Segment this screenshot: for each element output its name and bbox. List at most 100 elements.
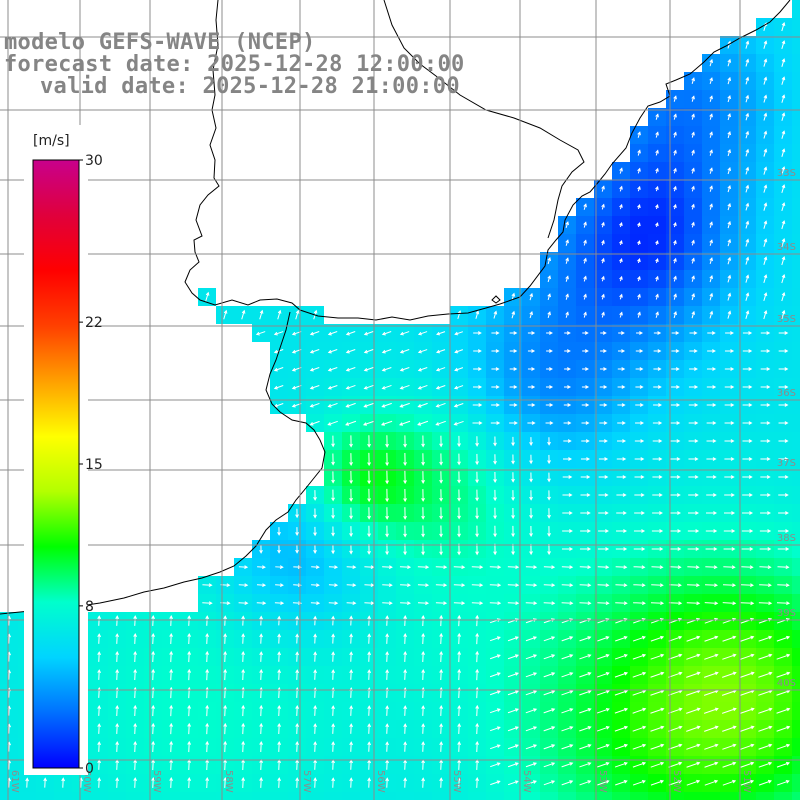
field-cell [792,756,800,774]
wind-arrow [399,367,410,372]
field-cell [468,792,486,800]
wind-arrow [614,671,629,678]
wind-arrow [741,529,754,533]
wind-arrow [475,614,480,627]
wind-arrow [187,615,191,626]
wind-arrow [670,511,681,515]
wind-arrow [742,475,753,479]
wind-arrow [205,704,210,717]
wind-arrow [527,403,536,407]
wind-arrow [673,167,677,174]
field-cell [792,738,800,756]
wind-arrow [435,367,446,372]
wind-arrow [601,185,605,192]
wind-arrow [205,722,210,735]
wind-arrow [525,726,538,732]
grid-labels: 61W 60W 59W 58W 57W 56W 55W 54W 53W 52W 51W 33S 34S 3… [9,168,796,793]
wind-arrow [489,726,501,732]
wind-arrow [579,601,592,606]
wind-arrow [293,565,302,569]
wind-arrow [277,633,281,644]
colorbar-unit: [m/s] [33,133,70,149]
wind-arrow [653,403,662,407]
field-cell [414,792,432,800]
wind-arrow [133,704,138,717]
wind-arrow [543,690,556,696]
wind-arrow [777,529,790,533]
wind-arrow [363,349,374,354]
wind-arrow [313,508,317,519]
wind-arrow [363,367,374,372]
wind-arrow [547,508,551,519]
wind-arrow [295,669,299,680]
wind-arrow [758,635,773,642]
wind-arrow [565,275,569,282]
field-cell [216,792,234,800]
wind-arrow [601,275,605,282]
wind-arrow [581,421,590,425]
field-cell [792,576,800,594]
wind-arrow [596,671,610,678]
wind-arrow [546,367,553,371]
wind-arrow [421,632,426,645]
wind-arrow [435,349,446,354]
field-cell [738,792,756,800]
wind-arrow [724,403,735,407]
field-cell [324,792,342,800]
wind-arrow [778,439,789,443]
wind-arrow [257,565,266,569]
field-cell [792,558,800,576]
wind-arrow [151,632,156,645]
wind-arrow [760,367,771,371]
wind-arrow [472,385,483,389]
wind-arrow [367,777,371,788]
wind-arrow [722,635,737,642]
wind-arrow [349,615,353,626]
wind-arrow [507,708,519,714]
wind-arrow [169,668,174,681]
wind-arrow [331,526,335,537]
wind-arrow [758,743,773,750]
wind-arrow [151,704,156,717]
wind-arrow [529,472,533,483]
wind-arrow [205,615,209,626]
wind-arrow [686,725,701,732]
wind-arrow [457,453,461,466]
wind-arrow [457,668,462,681]
wind-arrow [763,256,768,265]
colorbar-tick-label: 0 [85,761,94,777]
wind-arrow [367,633,371,644]
wind-arrow [673,275,677,282]
wind-arrow [313,651,317,662]
wind-arrow [241,740,246,753]
wind-arrow [579,565,592,570]
wind-arrow [562,475,573,479]
wind-arrow [614,707,629,714]
wind-arrow [673,257,677,264]
wind-arrow [596,707,610,714]
wind-arrow [706,493,717,497]
field-cell [792,270,800,288]
wind-arrow [400,583,411,588]
wind-arrow [295,545,299,554]
wind-arrow [777,583,790,588]
longitude-label: 60W [81,770,92,793]
wind-arrow [670,421,681,425]
wind-arrow [673,221,677,228]
wind-arrow [309,367,320,372]
wind-arrow [704,601,719,606]
wind-arrow [509,331,518,335]
field-cell [792,72,800,90]
wind-arrow [632,743,647,750]
wind-arrow [583,257,587,264]
wind-arrow [781,130,786,139]
wind-arrow [382,601,393,605]
wind-arrow [614,725,629,732]
wind-arrow [453,583,466,588]
wind-arrow [525,690,538,696]
wind-arrow [439,668,444,681]
wind-arrow [669,547,682,551]
wind-arrow [722,761,737,768]
rio-de-la-plata-coastline [0,311,326,615]
wind-arrow [331,723,335,734]
